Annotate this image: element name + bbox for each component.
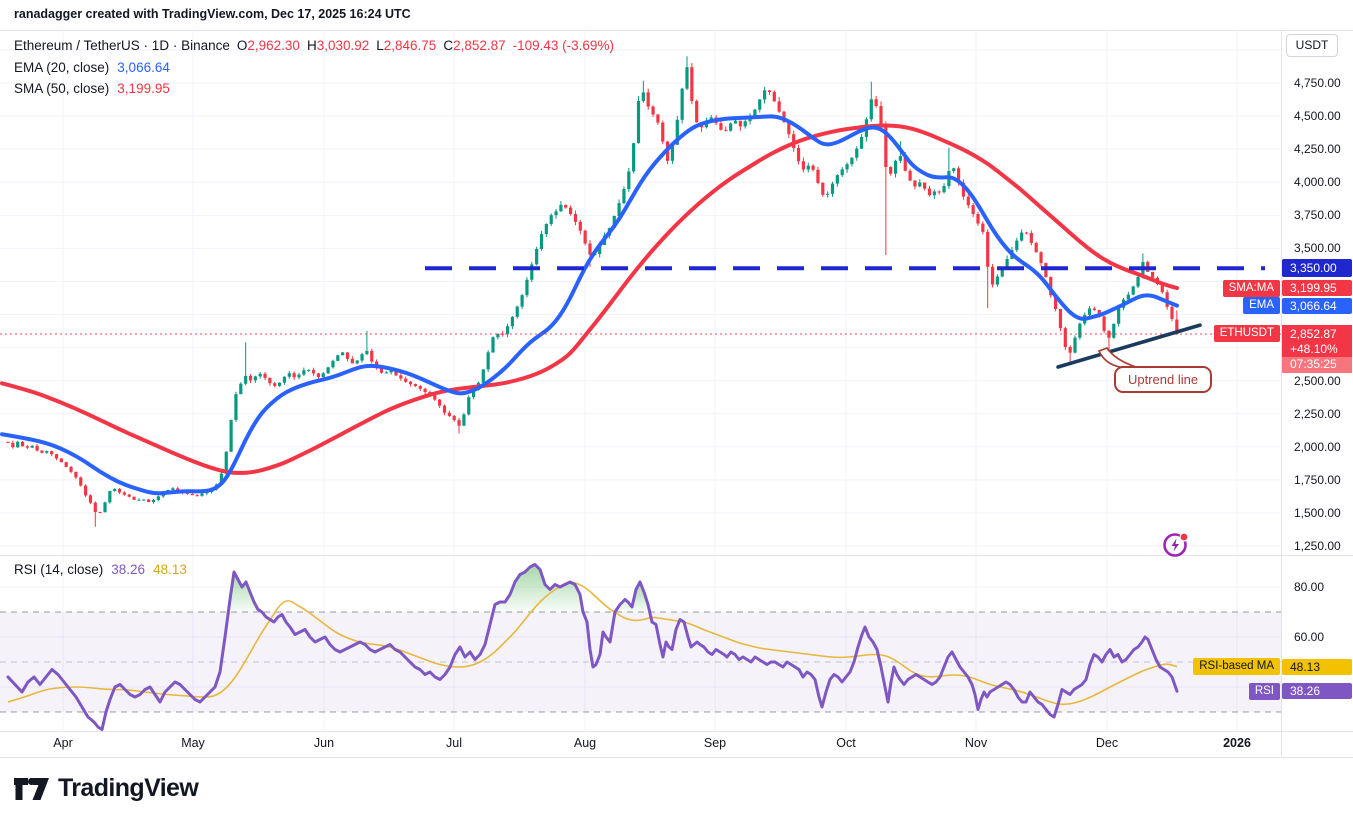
uptrend-callout[interactable]: Uptrend line (1114, 366, 1213, 393)
flash-icon[interactable] (1162, 530, 1190, 558)
rsi-pane[interactable] (0, 555, 1281, 731)
price-axis-tick: 2,500.00 (1294, 373, 1341, 388)
price-axis-tick: 1,750.00 (1294, 472, 1341, 487)
price-pane[interactable] (0, 30, 1281, 555)
last-price-badge[interactable]: 2,852.87 +48.10% 07:35:25 (1282, 324, 1352, 373)
low-value: 2,846.75 (383, 38, 437, 53)
price-level-badge[interactable]: 3,350.00 (1282, 259, 1352, 278)
symbol-legend-row[interactable]: Ethereum / TetherUS · 1D · Binance O2,962… (14, 35, 614, 57)
change-value: -109.43 (-3.69%) (512, 38, 614, 53)
sma-price-tag: SMA:MA (1222, 279, 1280, 297)
ema-value: 3,066.64 (117, 59, 170, 75)
tradingview-logo-text: TradingView (58, 774, 199, 802)
last-price-change: +48.10% (1282, 341, 1352, 357)
price-axis-tick: 3,500.00 (1294, 241, 1341, 256)
rsi-legend[interactable]: RSI (14, close) 38.26 48.13 (14, 562, 187, 577)
symbol-title[interactable]: Ethereum / TetherUS · 1D · Binance (14, 38, 230, 53)
open-value: 2,962.30 (247, 38, 300, 53)
last-price-value: 2,852.87 (1282, 324, 1352, 342)
high-label: H (306, 38, 317, 53)
tradingview-logo-icon (14, 777, 49, 800)
rsi-value-badge[interactable]: 38.26 (1282, 683, 1352, 700)
rsi-ma-value: 48.13 (153, 562, 187, 577)
ema-price-tag: EMA (1243, 297, 1280, 315)
price-axis-tick: 2,000.00 (1294, 439, 1341, 454)
sma-legend-row[interactable]: SMA (50, close) 3,199.95 (14, 78, 614, 100)
chart-top-border (0, 30, 1353, 31)
time-axis[interactable]: Apr May Jun Jul Aug Sep Oct Nov Dec 2026 (0, 731, 1281, 757)
price-axis-border (1281, 30, 1282, 757)
rsi-tag: RSI (1248, 682, 1280, 700)
time-axis-label: Apr (53, 736, 73, 750)
price-axis-tick: 1,500.00 (1294, 505, 1341, 520)
time-axis-label: Oct (836, 736, 856, 750)
tradingview-logo[interactable]: TradingView (13, 774, 199, 803)
time-axis-label: Sep (703, 736, 727, 750)
rsi-pane-canvas[interactable] (0, 555, 1281, 731)
rsi-axis-tick: 60.00 (1294, 630, 1325, 644)
time-axis-label: Aug (573, 736, 597, 750)
rsi-ma-tag: RSI-based MA (1193, 658, 1280, 676)
price-axis-tick: 4,250.00 (1294, 142, 1341, 157)
price-axis-tick: 2,250.00 (1294, 406, 1341, 421)
rsi-title[interactable]: RSI (14, close) (14, 562, 104, 577)
time-axis-label: Jun (313, 736, 335, 750)
low-label: L (376, 38, 384, 53)
lightning-bolt-icon (1163, 532, 1189, 557)
attribution-text: ranadagger created with TradingView.com,… (14, 7, 411, 21)
open-label: O (236, 38, 248, 53)
price-axis[interactable]: USDT 4,750.00 4,500.00 4,250.00 4,000.00 3,7… (1281, 30, 1353, 757)
sma-value: 3,199.95 (117, 81, 170, 96)
chart-frame: Ethereum / TetherUS · 1D · Binance O2,962… (0, 30, 1353, 758)
ema-title[interactable]: EMA (20, close) (14, 59, 110, 75)
main-legend: Ethereum / TetherUS · 1D · Binance O2,962… (14, 35, 614, 100)
rsi-value: 38.26 (111, 562, 146, 577)
currency-button[interactable]: USDT (1286, 34, 1338, 57)
ema-value-badge[interactable]: 3,066.64 (1282, 297, 1352, 314)
price-axis-tick: 1,250.00 (1294, 539, 1341, 553)
time-axis-label: Dec (1095, 736, 1119, 750)
frame-bottom-border (0, 757, 1353, 758)
price-pane-canvas[interactable] (0, 30, 1281, 555)
rsi-ma-value-badge[interactable]: 48.13 (1282, 658, 1352, 675)
time-axis-label: 2026 (1223, 736, 1251, 750)
close-value: 2,852.87 (453, 38, 506, 53)
high-value: 3,030.92 (316, 38, 370, 53)
sma-title[interactable]: SMA (50, close) (14, 81, 110, 96)
last-price-countdown: 07:35:25 (1282, 356, 1352, 373)
symbol-price-tag: ETHUSDT (1213, 325, 1280, 343)
sma-value-badge[interactable]: 3,199.95 (1282, 280, 1352, 297)
notification-dot (1180, 533, 1188, 541)
ema-legend-row[interactable]: EMA (20, close) 3,066.64 (14, 57, 614, 79)
price-axis-tick: 3,750.00 (1294, 208, 1341, 223)
time-axis-label: May (181, 736, 205, 750)
rsi-axis-tick: 80.00 (1294, 580, 1325, 594)
close-label: C (443, 38, 454, 53)
pane-divider[interactable] (0, 555, 1353, 556)
price-axis-tick: 4,000.00 (1294, 175, 1341, 190)
time-axis-label: Nov (964, 736, 988, 750)
price-axis-tick: 4,750.00 (1294, 76, 1341, 91)
price-axis-tick: 4,500.00 (1294, 109, 1341, 124)
time-axis-label: Jul (446, 736, 462, 750)
time-axis-border (0, 731, 1353, 732)
